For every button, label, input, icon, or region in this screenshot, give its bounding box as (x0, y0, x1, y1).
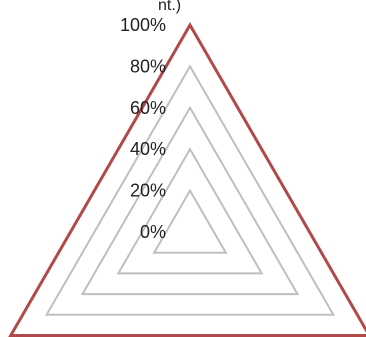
radial-tick-labels: 0% 20% 40% 60% 80% 100% (120, 15, 166, 242)
grid-ring-5 (9, 23, 366, 337)
tick-label-1: 20% (130, 181, 166, 201)
tick-label-5: 100% (120, 15, 166, 35)
tick-label-0: 0% (140, 222, 166, 242)
grid-ring-4 (44, 64, 336, 316)
tick-label-3: 60% (130, 98, 166, 118)
category-label-top-fragment: nt.) (158, 0, 181, 14)
grid-ring-1 (152, 188, 228, 254)
grid-ring-3 (80, 105, 300, 296)
tick-label-4: 80% (130, 56, 166, 76)
radar-grid (9, 23, 366, 337)
series-line-0 (8, 22, 366, 337)
radar-series (8, 22, 366, 337)
grid-ring-2 (116, 147, 264, 275)
tick-label-2: 40% (130, 139, 166, 159)
